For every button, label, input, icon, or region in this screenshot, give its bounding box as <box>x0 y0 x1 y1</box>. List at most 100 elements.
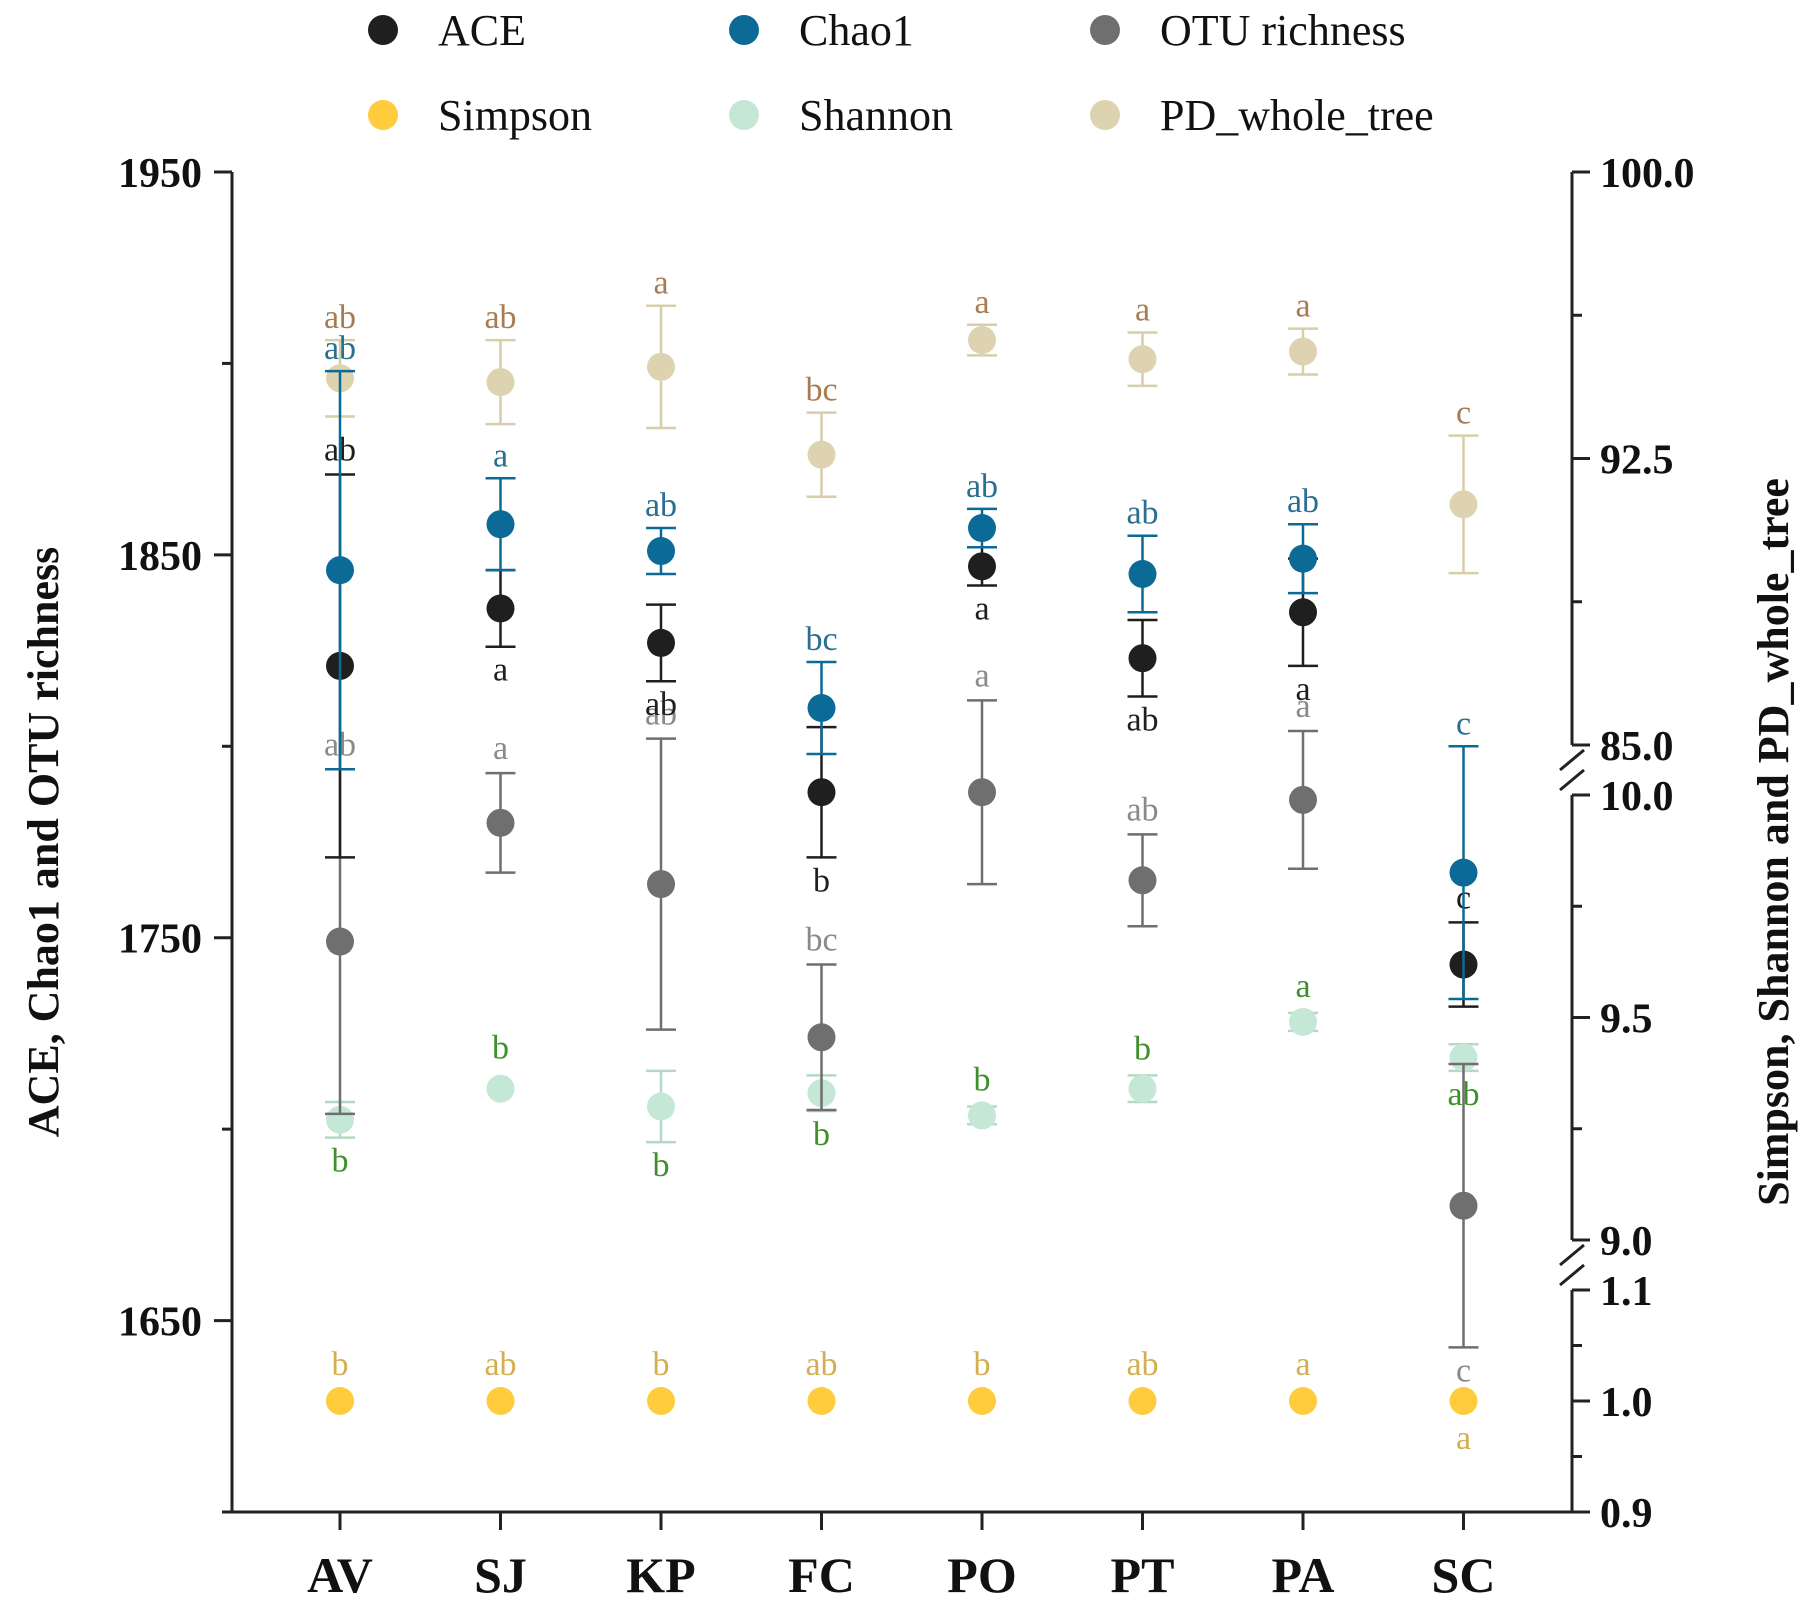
series-ace: ab a ab b a ab a c <box>324 431 1479 1008</box>
right-tick-label: 85.0 <box>1600 724 1674 770</box>
significance-letter: b <box>974 1346 991 1383</box>
data-point <box>326 556 354 585</box>
data-point <box>807 778 836 807</box>
axis-break-slash <box>1559 748 1585 772</box>
data-point <box>647 628 675 657</box>
significance-letter: a <box>493 730 508 767</box>
significance-letter: b <box>653 1147 670 1184</box>
right-tick-label: 92.5 <box>1600 438 1674 484</box>
legend: ACE Chao1 OTU richness Simpson Shannon PD_who… <box>368 6 1434 140</box>
significance-letter: a <box>1295 1346 1310 1383</box>
significance-letter: ab <box>966 468 998 505</box>
legend-marker <box>368 15 398 45</box>
right-tick-label: 100.0 <box>1600 151 1695 197</box>
significance-letter: c <box>1456 705 1471 742</box>
axis-break-marks <box>1559 748 1585 1287</box>
data-point <box>807 440 836 469</box>
legend-label: OTU richness <box>1160 6 1406 55</box>
significance-letter: ab <box>1126 791 1158 828</box>
data-point <box>968 514 996 543</box>
significance-letter: b <box>813 1116 830 1153</box>
significance-letter: b <box>492 1030 509 1067</box>
legend-marker <box>729 15 759 45</box>
left-tick-label: 1950 <box>118 151 202 197</box>
data-point <box>326 1387 354 1415</box>
data-point <box>968 552 996 581</box>
significance-letter: c <box>1456 1352 1471 1389</box>
data-point <box>968 778 996 807</box>
right-tick-label: 1.0 <box>1600 1380 1653 1426</box>
data-point <box>486 1074 515 1103</box>
category-label: SC <box>1432 1547 1496 1603</box>
right-tick-label: 0.9 <box>1600 1491 1653 1537</box>
data-point <box>1289 785 1317 814</box>
data-point <box>1449 490 1478 519</box>
legend-marker <box>368 100 398 130</box>
data-point <box>1128 345 1157 374</box>
data-point <box>968 1387 996 1415</box>
data-point <box>647 352 675 381</box>
category-label: PO <box>947 1547 1016 1603</box>
data-point <box>647 1387 675 1415</box>
significance-letter: a <box>1295 968 1310 1005</box>
data-point <box>647 870 675 899</box>
significance-letter: a <box>493 652 508 689</box>
significance-letter: b <box>813 862 830 899</box>
data-point <box>1449 858 1478 887</box>
significance-letter: a <box>1295 688 1310 725</box>
data-point <box>1449 1387 1478 1415</box>
data-point <box>486 808 515 837</box>
significance-letter: ab <box>484 299 516 336</box>
category-label: SJ <box>474 1547 527 1603</box>
data-point <box>647 537 675 566</box>
left-axis-ticks: 1650 1750 1850 1950 <box>118 151 232 1514</box>
data-point <box>1449 1191 1478 1220</box>
data-point <box>1128 1387 1157 1415</box>
significance-letter: a <box>974 657 989 694</box>
legend-marker <box>1090 100 1120 130</box>
axis-break-slash <box>1559 1243 1585 1267</box>
left-axis-title: ACE, Chao1 and OTU richness <box>19 547 68 1137</box>
significance-letter: a <box>974 590 989 627</box>
legend-label: Simpson <box>438 91 592 140</box>
significance-letter: ab <box>645 686 677 723</box>
significance-letter: b <box>332 1143 349 1180</box>
axis-break-slash <box>1559 768 1585 792</box>
significance-letter: bc <box>805 372 837 409</box>
left-tick-label: 1850 <box>118 534 202 580</box>
significance-letter: b <box>332 1346 349 1383</box>
significance-letter: ab <box>1126 1346 1158 1383</box>
legend-label: Chao1 <box>799 6 914 55</box>
data-point <box>486 1387 515 1415</box>
data-point <box>486 510 515 539</box>
legend-label: Shannon <box>799 91 953 140</box>
data-point <box>1289 337 1317 366</box>
category-label: PT <box>1111 1547 1175 1603</box>
category-label: FC <box>788 1547 855 1603</box>
legend-marker <box>729 100 759 130</box>
significance-letter: a <box>493 437 508 474</box>
significance-letter: c <box>1456 395 1471 432</box>
data-point <box>326 927 354 956</box>
significance-letter: a <box>1295 288 1310 325</box>
significance-letter: b <box>1134 1030 1151 1067</box>
axis-break-slash <box>1559 1263 1585 1287</box>
significance-letter: ab <box>645 696 677 733</box>
significance-letter: b <box>974 1062 991 1099</box>
left-tick-label: 1650 <box>118 1300 202 1346</box>
right-tick-label: 10.0 <box>1600 774 1674 820</box>
data-point <box>486 594 515 623</box>
significance-letter: a <box>1135 291 1150 328</box>
data-point <box>807 1023 836 1052</box>
data-point <box>486 368 515 397</box>
significance-letter: b <box>653 1346 670 1383</box>
series-simpson: b ab b ab b ab a a <box>326 1346 1478 1457</box>
right-axis-title: Simpson, Shannon and PD_whole_tree <box>1749 478 1798 1206</box>
significance-letter: a <box>1456 1420 1471 1457</box>
significance-letter: ab <box>645 487 677 524</box>
